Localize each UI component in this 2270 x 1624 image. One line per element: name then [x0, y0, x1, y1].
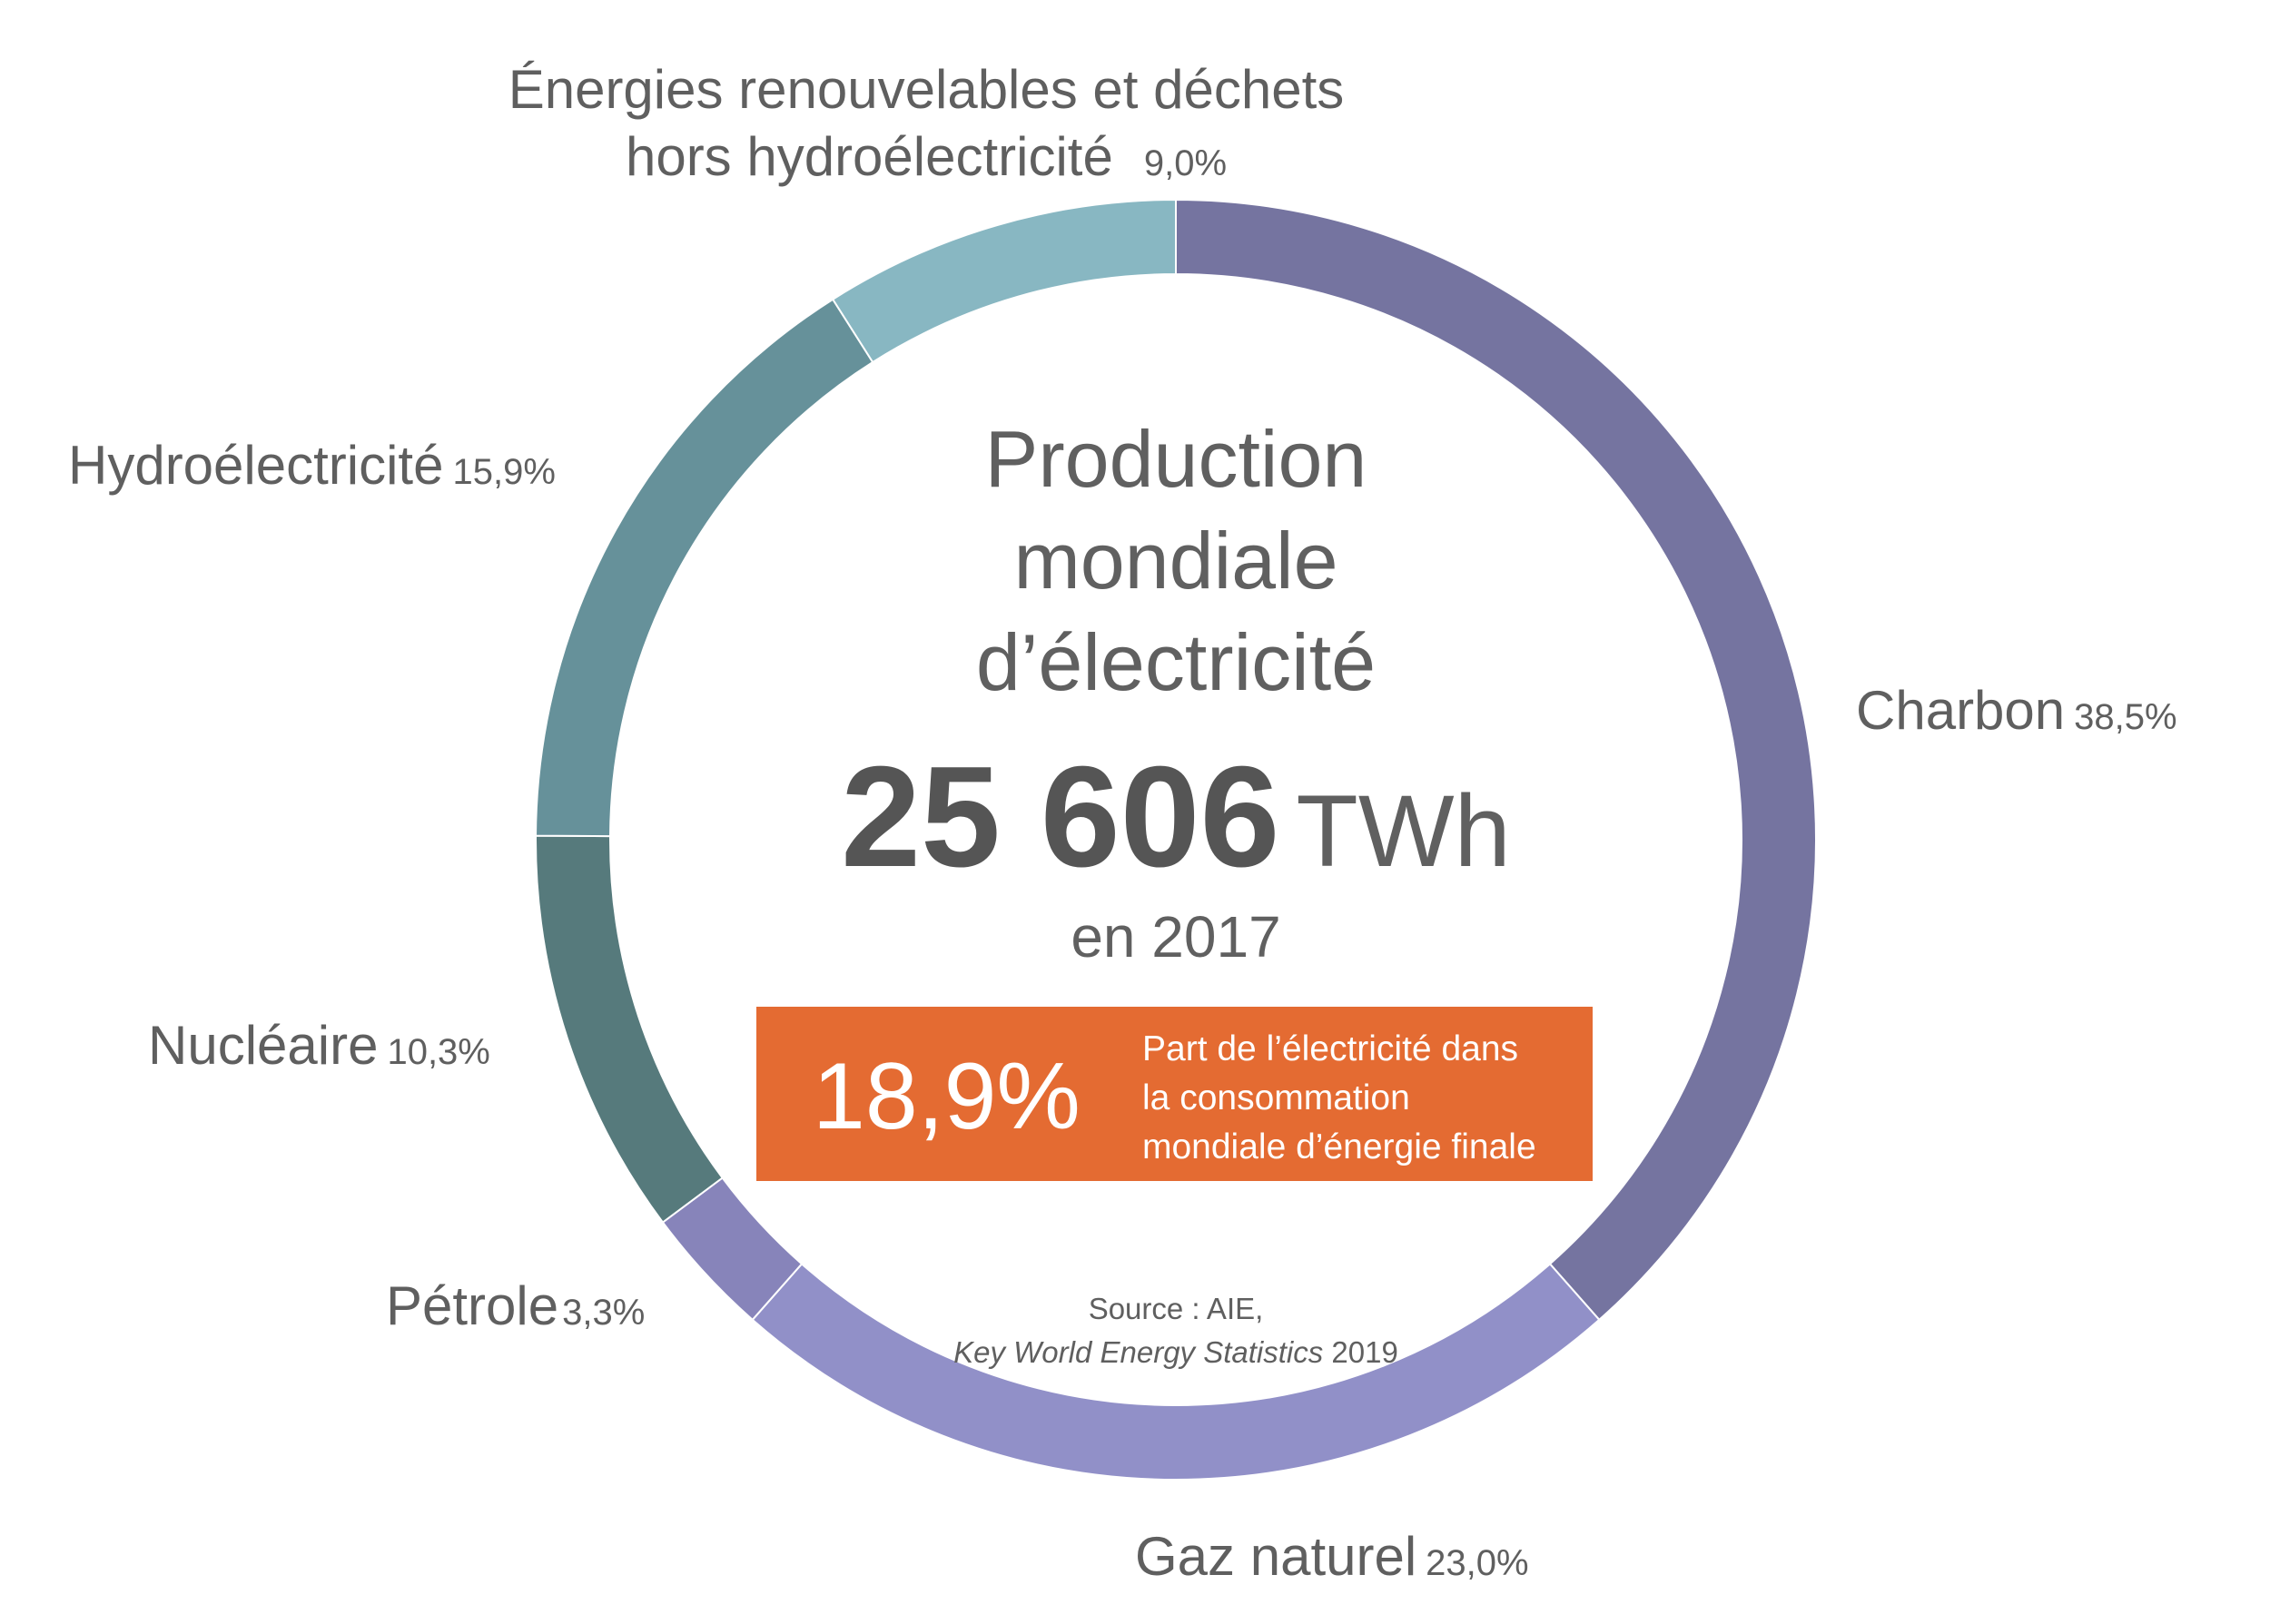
highlight-box: 18,9% Part de l’électricité dans la cons… [756, 1007, 1593, 1181]
chart-title-line2: mondiale [1013, 516, 1338, 605]
label-petrole-name: Pétrole [386, 1275, 559, 1336]
source-publication: Key World Energy Statistics [953, 1335, 1324, 1369]
label-hydro-name: Hydroélectricité [68, 435, 444, 496]
total-value: 25 606 [841, 737, 1280, 897]
highlight-text-line3: mondiale d’énergie finale [1142, 1127, 1536, 1166]
source-line1: Source : AIE, [1088, 1292, 1264, 1325]
slice-charbon [1175, 198, 1817, 1322]
source-line2: Key World Energy Statistics 2019 [799, 1331, 1553, 1374]
total-unit: TWh [1296, 774, 1511, 888]
pct-petrole: 3,3% [562, 1293, 646, 1333]
pct-nucleaire: 10,3% [387, 1032, 490, 1072]
label-renouvelables: Énergies renouvelables et déchets hors h… [495, 56, 1357, 197]
source-note: Source : AIE, Key World Energy Statistic… [799, 1287, 1553, 1374]
label-hydro: Hydroélectricité 15,9% [68, 434, 556, 497]
highlight-text-line2: la consommation [1142, 1078, 1410, 1117]
pct-charbon: 38,5% [2074, 697, 2177, 737]
source-year: 2019 [1323, 1335, 1398, 1369]
label-nucleaire: Nucléaire 10,3% [148, 1014, 490, 1077]
label-charbon-name: Charbon [1856, 680, 2066, 741]
slice-renouvelables [831, 198, 1177, 364]
pct-hydro: 15,9% [452, 452, 556, 492]
label-nucleaire-name: Nucléaire [148, 1015, 379, 1076]
highlight-text-line1: Part de l’électricité dans [1142, 1029, 1519, 1068]
label-renouvelables-line1: Énergies renouvelables et déchets [508, 59, 1345, 120]
total-production: 25 606 TWh [799, 735, 1553, 900]
highlight-value: 18,9% [813, 1044, 1081, 1149]
label-gaz: Gaz naturel 23,0% [1135, 1525, 1529, 1588]
chart-title: Production mondiale d’électricité [799, 408, 1553, 714]
label-renouvelables-line2: hors hydroélectricité [625, 126, 1113, 187]
pct-renouvelables: 9,0% [1143, 143, 1228, 183]
label-renouvelables-line2-row: hors hydroélectricité 9,0% [495, 123, 1357, 197]
slice-nucleaire [535, 834, 725, 1224]
highlight-text: Part de l’électricité dans la consommati… [1142, 1025, 1536, 1172]
chart-title-line3: d’électricité [975, 617, 1377, 707]
label-petrole: Pétrole 3,3% [386, 1275, 645, 1337]
year-text: en 2017 [1071, 904, 1281, 969]
pct-gaz: 23,0% [1426, 1543, 1529, 1583]
label-charbon: Charbon 38,5% [1856, 679, 2177, 742]
chart-title-line1: Production [984, 414, 1367, 504]
label-gaz-name: Gaz naturel [1135, 1526, 1417, 1587]
